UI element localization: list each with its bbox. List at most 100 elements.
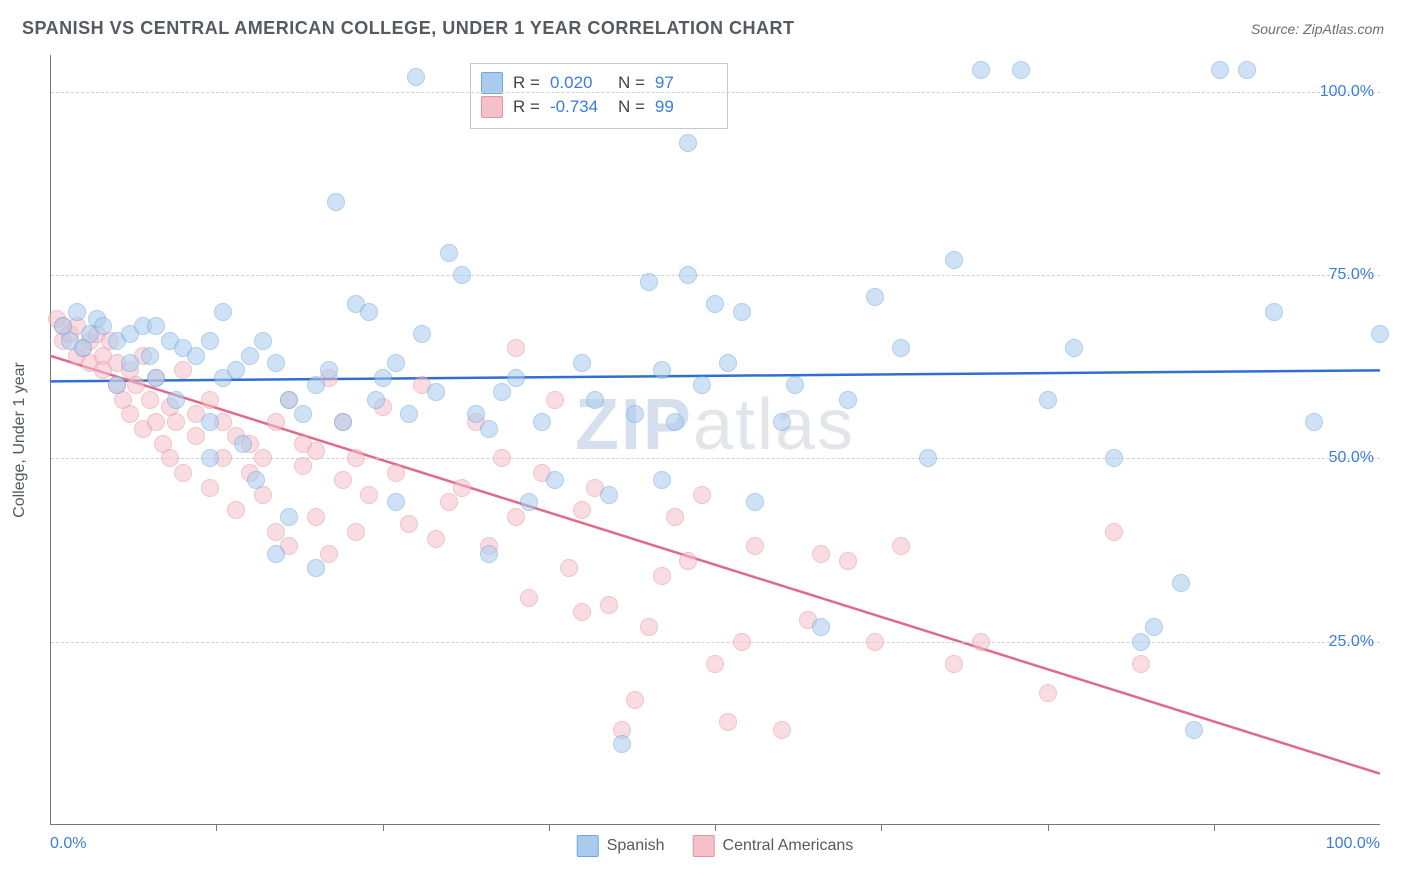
- data-point: [892, 339, 910, 357]
- data-point: [254, 449, 272, 467]
- data-point: [400, 515, 418, 533]
- data-point: [440, 244, 458, 262]
- y-tick-label: 50.0%: [1329, 449, 1374, 467]
- data-point: [334, 471, 352, 489]
- data-point: [586, 391, 604, 409]
- data-point: [167, 391, 185, 409]
- legend-label: Central Americans: [723, 837, 854, 855]
- r-label: R =: [513, 73, 540, 93]
- data-point: [234, 435, 252, 453]
- data-point: [334, 413, 352, 431]
- data-point: [201, 413, 219, 431]
- data-point: [812, 618, 830, 636]
- data-point: [626, 405, 644, 423]
- data-point: [227, 361, 245, 379]
- source-label: Source: ZipAtlas.com: [1251, 21, 1384, 37]
- r-value: 0.020: [550, 73, 608, 93]
- data-point: [573, 603, 591, 621]
- x-min-label: 0.0%: [50, 835, 86, 853]
- data-point: [121, 354, 139, 372]
- data-point: [653, 471, 671, 489]
- y-tick-label: 100.0%: [1320, 83, 1374, 101]
- data-point: [201, 332, 219, 350]
- data-point: [1211, 61, 1229, 79]
- data-point: [201, 449, 219, 467]
- data-point: [214, 303, 232, 321]
- data-point: [1371, 325, 1389, 343]
- data-point: [839, 391, 857, 409]
- data-point: [746, 537, 764, 555]
- data-point: [653, 567, 671, 585]
- data-point: [693, 376, 711, 394]
- data-point: [866, 633, 884, 651]
- data-point: [1305, 413, 1323, 431]
- data-point: [108, 376, 126, 394]
- data-point: [201, 391, 219, 409]
- gridline: [51, 92, 1380, 93]
- data-point: [121, 405, 139, 423]
- legend-item-spanish: Spanish: [577, 835, 665, 857]
- data-point: [746, 493, 764, 511]
- data-point: [706, 295, 724, 313]
- data-point: [280, 508, 298, 526]
- data-point: [1039, 684, 1057, 702]
- n-label: N =: [618, 97, 645, 117]
- data-point: [600, 596, 618, 614]
- n-value: 99: [655, 97, 713, 117]
- data-point: [573, 354, 591, 372]
- r-value: -0.734: [550, 97, 608, 117]
- chart-title: SPANISH VS CENTRAL AMERICAN COLLEGE, UND…: [22, 18, 795, 39]
- swatch-icon: [577, 835, 599, 857]
- data-point: [480, 420, 498, 438]
- gridline: [51, 642, 1380, 643]
- data-point: [533, 413, 551, 431]
- data-point: [1105, 523, 1123, 541]
- data-point: [307, 376, 325, 394]
- data-point: [520, 493, 538, 511]
- x-max-label: 100.0%: [1326, 835, 1380, 853]
- regression-line: [50, 356, 1380, 774]
- data-point: [640, 273, 658, 291]
- data-point: [640, 618, 658, 636]
- data-point: [167, 413, 185, 431]
- data-point: [507, 508, 525, 526]
- gridline: [51, 458, 1380, 459]
- data-point: [1132, 633, 1150, 651]
- legend-stats-row: R = -0.734 N = 99: [481, 96, 713, 118]
- data-point: [1132, 655, 1150, 673]
- y-axis-label: College, Under 1 year: [11, 362, 29, 518]
- data-point: [187, 427, 205, 445]
- data-point: [347, 523, 365, 541]
- data-point: [1172, 574, 1190, 592]
- data-point: [972, 633, 990, 651]
- data-point: [733, 633, 751, 651]
- data-point: [307, 559, 325, 577]
- data-point: [267, 413, 285, 431]
- data-point: [187, 347, 205, 365]
- data-point: [147, 369, 165, 387]
- r-label: R =: [513, 97, 540, 117]
- data-point: [280, 391, 298, 409]
- data-point: [546, 391, 564, 409]
- data-point: [241, 347, 259, 365]
- data-point: [387, 464, 405, 482]
- data-point: [679, 134, 697, 152]
- data-point: [327, 193, 345, 211]
- data-point: [1145, 618, 1163, 636]
- data-point: [573, 501, 591, 519]
- data-point: [347, 449, 365, 467]
- data-point: [719, 354, 737, 372]
- data-point: [367, 391, 385, 409]
- data-point: [1265, 303, 1283, 321]
- data-point: [972, 61, 990, 79]
- data-point: [666, 508, 684, 526]
- data-point: [453, 266, 471, 284]
- data-point: [174, 464, 192, 482]
- data-point: [1185, 721, 1203, 739]
- data-point: [613, 735, 631, 753]
- data-point: [400, 405, 418, 423]
- data-point: [1065, 339, 1083, 357]
- data-point: [440, 493, 458, 511]
- y-tick-label: 25.0%: [1329, 633, 1374, 651]
- y-tick-label: 75.0%: [1329, 266, 1374, 284]
